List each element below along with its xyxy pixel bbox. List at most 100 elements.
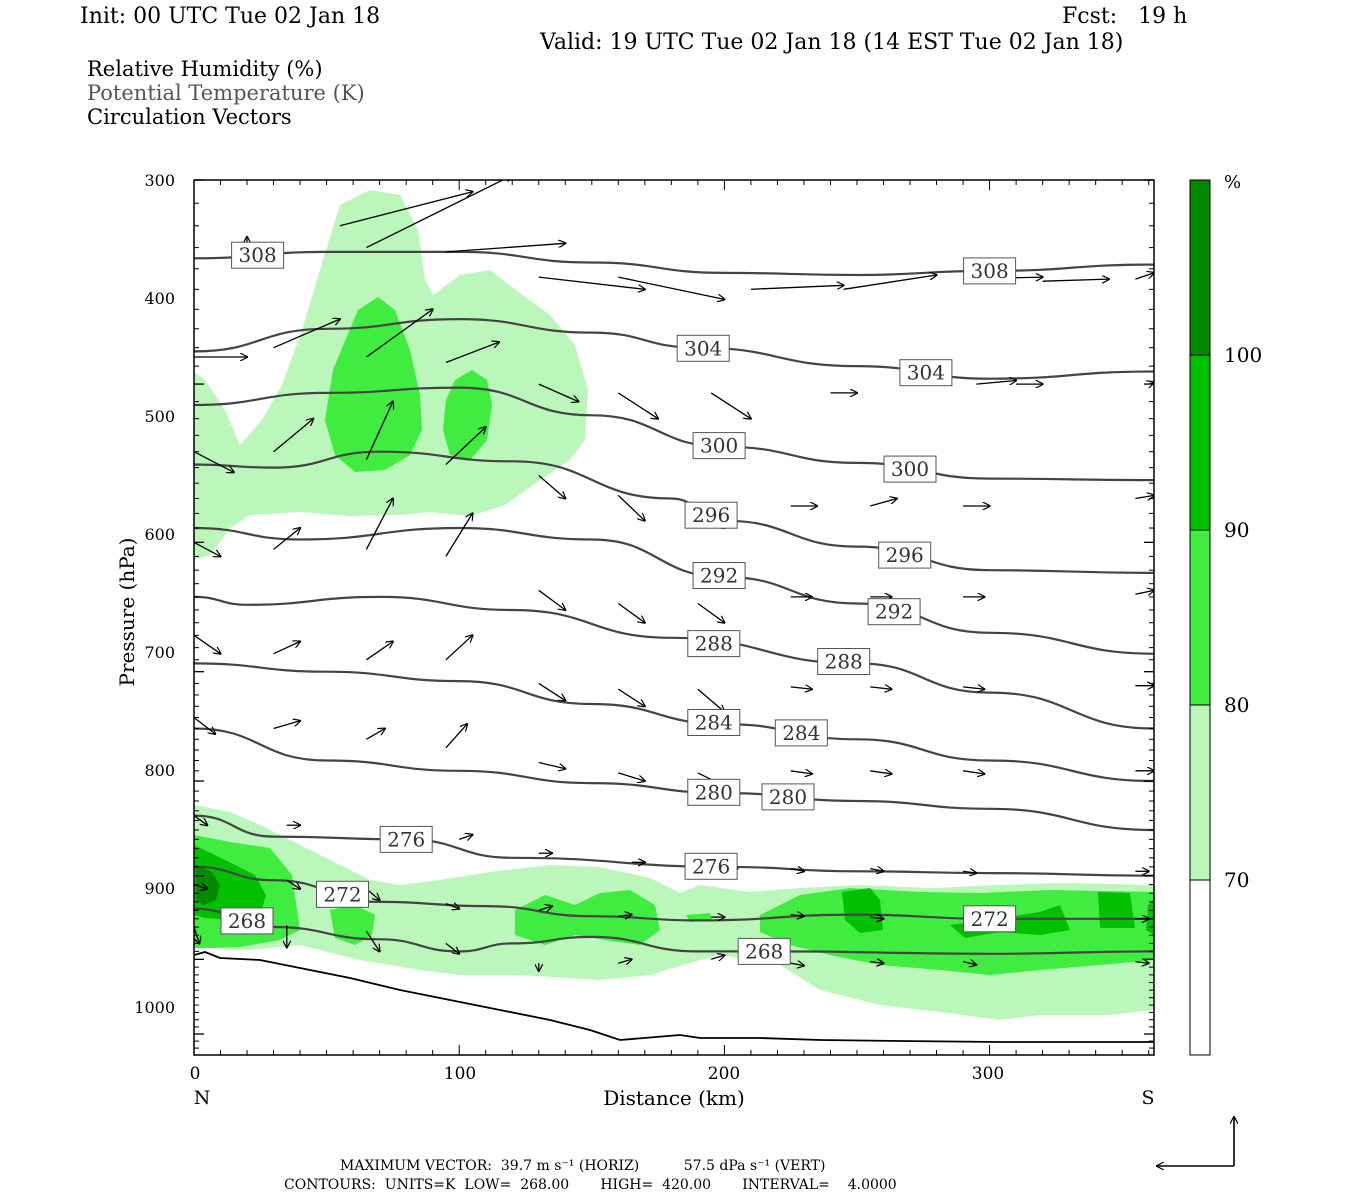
isentrope-label: 280 — [769, 785, 807, 809]
rh-colorbar: % 100 90 80 70 — [1189, 172, 1262, 1056]
isentrope-label-box — [687, 778, 741, 806]
isentrope-labels: 308 308 304 304 300 300 296 296 292 292 288 288 284 2… — [220, 241, 1017, 965]
circulation-vector — [870, 687, 891, 689]
isentrope-label: 276 — [387, 827, 425, 851]
circulation-vector — [365, 499, 393, 550]
circulation-vector — [870, 869, 883, 872]
isentrope-label: 288 — [695, 632, 733, 656]
isentrope-label-box — [774, 719, 828, 747]
circulation-vector — [366, 729, 385, 740]
circulation-vector — [790, 869, 804, 872]
legend-potential-temperature: Potential Temperature (K) — [87, 81, 365, 105]
circulation-vector — [618, 276, 724, 299]
isentrope-label: 304 — [907, 361, 945, 385]
circulation-vector — [750, 285, 844, 290]
valid-time: Valid: 19 UTC Tue 02 Jan 18 (14 EST Tue … — [540, 30, 1124, 55]
colorbar-swatch-below-70 — [1189, 879, 1211, 1056]
circulation-vector — [710, 392, 751, 419]
rh-80-upper-right — [443, 370, 492, 460]
y-axis-title: Pressure (hPa) — [115, 538, 139, 687]
y-tick-label: 800 — [144, 761, 175, 780]
colorbar-swatch-80 — [1189, 529, 1211, 706]
circulation-vector — [870, 917, 883, 919]
circulation-vector — [194, 451, 234, 473]
legend-circulation-vectors: Circulation Vectors — [87, 105, 292, 129]
circulation-vector — [194, 716, 215, 734]
y-tick-label: 300 — [144, 171, 175, 190]
relative-humidity-shading — [194, 190, 1154, 1020]
circulation-vector — [366, 309, 432, 358]
circulation-vector — [617, 602, 645, 623]
circulation-vector — [538, 383, 579, 402]
rh-80-upper-left — [325, 297, 422, 472]
rh-80-lower-blob-b — [515, 890, 660, 945]
circulation-vector — [870, 499, 897, 507]
circulation-vector — [697, 602, 725, 623]
circulation-vector — [1135, 495, 1154, 498]
circulation-vector — [963, 771, 984, 774]
isentrope-label-box — [878, 541, 932, 569]
isentrope-label-box — [963, 905, 1017, 933]
isentrope-label: 304 — [684, 336, 722, 360]
circulation-vector — [273, 528, 301, 550]
circulation-vector — [445, 513, 473, 557]
isentrope-label-box — [687, 709, 741, 736]
isentrope-label-box — [316, 880, 369, 908]
circulation-vector — [976, 381, 1016, 385]
isentrope-label: 272 — [323, 882, 361, 906]
maximum-vector-note: MAXIMUM VECTOR: 39.7 m s⁻¹ (HORIZ) 57.5 … — [340, 1158, 826, 1174]
circulation-vector — [445, 904, 459, 909]
isentrope-label-box — [737, 937, 791, 965]
circulation-vector — [790, 687, 812, 689]
isentrope-label: 308 — [971, 259, 1009, 283]
rh-90-lower-right-a — [842, 888, 883, 933]
circulation-vector — [870, 771, 891, 774]
circulation-vector — [538, 761, 566, 769]
colorbar-label: 80 — [1224, 693, 1249, 717]
isentrope-label-box — [883, 455, 937, 483]
x-axis-title: Distance (km) — [603, 1086, 745, 1110]
isentrope-label-box — [676, 334, 730, 362]
circulation-vector — [273, 319, 340, 349]
circulation-vector — [366, 180, 512, 249]
plot-frame — [193, 179, 1155, 1056]
x-tick-labels: 0 100 200 300 — [190, 1064, 1005, 1084]
circulation-vector — [445, 427, 486, 465]
circulation-vector — [710, 955, 724, 959]
isentrope-label: 276 — [692, 854, 730, 878]
circulation-vector — [365, 930, 379, 951]
circulation-vector — [194, 815, 207, 826]
x-tick-label: 0 — [190, 1064, 201, 1084]
north-end-label: N — [194, 1087, 211, 1109]
isentrope-label: 292 — [875, 600, 913, 624]
y-tick-label: 400 — [144, 289, 175, 308]
isentrope-304 — [194, 317, 1154, 380]
circulation-vector — [538, 276, 645, 289]
x-tick-label: 200 — [708, 1064, 740, 1084]
circulation-vector — [1042, 279, 1109, 281]
isentrope-label: 272 — [971, 907, 1009, 931]
y-tick-label: 500 — [144, 407, 175, 426]
isentrope-label: 300 — [700, 434, 738, 458]
terrain-line — [194, 951, 1154, 1043]
circulation-vector — [790, 963, 804, 965]
circulation-vector — [618, 772, 645, 781]
y-tick-labels: 300 400 500 600 700 800 900 1000 — [134, 171, 175, 1017]
circulation-vector — [194, 634, 221, 653]
y-tick-label: 1000 — [134, 998, 175, 1017]
circulation-vector — [618, 915, 631, 917]
circulation-vector — [790, 771, 812, 774]
circulation-vector — [870, 962, 883, 964]
circulation-vector — [963, 871, 976, 873]
circulation-vector — [962, 962, 976, 965]
circulation-vector — [963, 687, 984, 689]
rh-90-lower-right-d — [1146, 900, 1154, 935]
isentrope-300 — [194, 386, 1154, 482]
isentrope-label-box — [899, 359, 953, 387]
isentrope-label-box — [220, 907, 274, 935]
isentrope-284 — [194, 662, 1154, 783]
isentrope-label-box — [231, 241, 285, 269]
isentrope-label-box — [692, 562, 746, 589]
contours-note: CONTOURS: UNITS=K LOW= 268.00 HIGH= 420.… — [284, 1177, 897, 1193]
